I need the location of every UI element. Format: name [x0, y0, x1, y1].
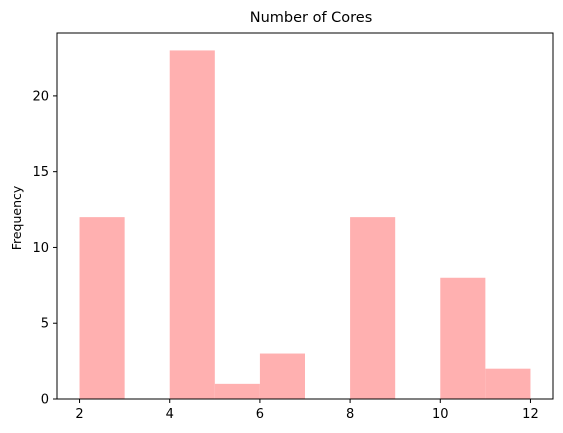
x-tick-label: 10 — [432, 407, 449, 422]
histogram-bar — [350, 217, 396, 399]
histogram-bar — [79, 217, 125, 399]
axes-group: 2 4 6 8 10 12 0 5 10 15 20 — [32, 32, 554, 422]
histogram-bar — [214, 383, 260, 399]
y-tick-label: 5 — [41, 317, 49, 332]
y-tick-label: 20 — [32, 89, 49, 104]
plot-frame — [56, 32, 554, 400]
histogram-bar — [259, 353, 305, 399]
histogram-bar — [440, 277, 486, 399]
y-axis-label: Frequency — [9, 185, 24, 250]
histogram-bar — [485, 368, 531, 399]
y-tick-label: 0 — [41, 393, 49, 408]
x-tick-label: 6 — [256, 407, 264, 422]
chart-title: Number of Cores — [250, 10, 373, 26]
x-tick-label: 4 — [166, 407, 174, 422]
bars-group — [79, 50, 531, 400]
x-tick-label: 8 — [346, 407, 354, 422]
y-tick-label: 15 — [32, 165, 49, 180]
x-tick-label: 2 — [75, 407, 83, 422]
histogram-bar — [169, 50, 215, 400]
y-tick-label: 10 — [32, 241, 49, 256]
x-tick-label: 12 — [522, 407, 539, 422]
